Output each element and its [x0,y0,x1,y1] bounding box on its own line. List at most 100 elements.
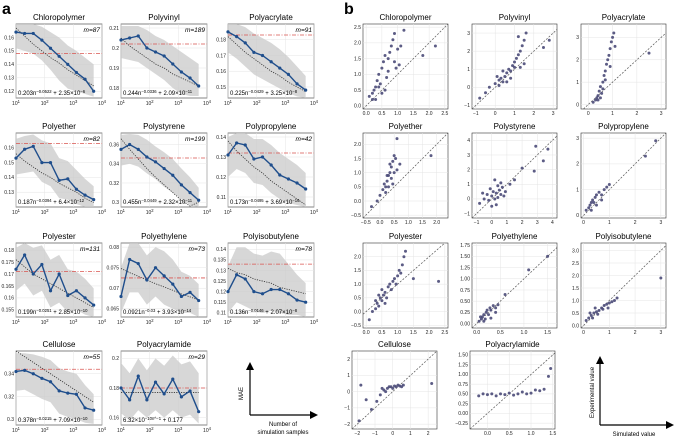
b-y-tick-label: 0 [347,389,350,395]
a-x-tick-label: 101 [117,208,126,217]
a-subplot-polyacrylamide: Polyacrylamide 0.16 0.18 0.2 101 102 103 104 m=2… [109,340,211,434]
b-scatter-point [383,88,387,92]
a-subplot-polypropylene: Polypropylene 0.11 0.12 0.13 0.14 101 102 103 10… [216,122,318,216]
a-mean-point [57,178,61,182]
b-x-tick-label: 3 [552,111,555,117]
b-scatter-point [381,293,385,297]
b-scatter-point [589,201,593,205]
b-scatter-point [596,94,600,98]
a-y-tick-label: 0.135 [213,258,226,264]
a-mean-point [119,386,123,390]
b-subplot-title: Polyvinyl [499,13,531,22]
b-y-tick-label: 2 [467,49,470,55]
b-scatter-point [507,391,511,395]
a-mean-point [119,38,123,42]
b-scatter-point [524,31,528,35]
a-x-tick-label: 101 [117,426,126,435]
b-scatter-point [382,182,386,186]
a-mean-point [74,289,79,293]
b-scatter-point [587,206,591,210]
a-mean-point [128,36,132,40]
a-mean-point [83,77,87,81]
b-y-tick-label: 2.5 [354,25,361,31]
a-mean-point [171,173,175,177]
b-scatter-point [596,312,600,316]
a-subplot-polyester: Polyester 0.155 0.16 0.165 0.17 0.175 0.18 101 1… [1,232,106,326]
b-scatter-point [384,191,388,194]
a-mean-line [15,253,95,306]
b-scatter-point [546,254,550,258]
b-subplot-title: Polypropylene [598,122,649,131]
b-x-tick-label: 1.0 [394,330,401,336]
b-scatter-point [487,313,491,317]
b-scatter-point [597,309,601,312]
b-identity-line [580,245,667,329]
a-mean-point [40,38,44,42]
b-y-tick-label: 2 [576,162,579,168]
b-subplot-title: Chloropolymer [379,13,431,22]
a-mean-point [153,160,158,164]
b-y-tick-label: 3 [576,35,579,41]
a-mean-point [31,372,35,376]
a-mean-point [136,374,140,378]
a-mean-line [227,142,307,190]
a-std-band [121,26,199,96]
a-mean-point [197,84,201,88]
a-mean-point [162,54,166,58]
a-mean-point [92,198,96,202]
a-x-tick-label: 104 [310,318,319,327]
b-scatter-point [538,389,542,393]
panel-b-label: b [344,1,354,18]
b-scatter-point [532,169,536,173]
b-plot-frame [362,242,449,329]
b-scatter-point [612,31,616,35]
a-mean-line [227,273,306,303]
b-scatter-point [534,144,538,148]
a-x-tick-label: 103 [69,318,78,327]
a-x-tick-label: 103 [281,318,290,327]
a-x-tick-label: 103 [174,99,183,108]
a-mean-point [14,156,18,160]
a-fit-curve [15,27,94,87]
a-y-tick-label: 0.125 [213,279,226,285]
b-scatter-point [402,28,406,32]
b-y-tick-label: 0.25 [458,401,468,407]
a-subplot-title: Polyacrylamide [137,340,192,349]
a-mean-point [162,392,166,396]
b-scatter-point [386,285,390,289]
a-y-tick-label: 0.14 [4,62,14,68]
a-y-tick-label: 0.32 [109,181,119,187]
b-scatter-point [477,319,481,323]
b-scatter-point [592,201,596,205]
a-mean-point [286,177,291,181]
a-fit-curve [227,268,306,295]
b-subplot-cellulose: Cellulose −2 −1 0 1 2 −2 −1 0 1 2 [344,340,438,437]
b-scatter-point [374,299,378,303]
b-scatter-point [385,296,389,300]
b-scatter-point [607,53,611,57]
b-x-tick-label: 0.5 [378,111,385,117]
b-scatter-point [490,204,494,208]
b-scatter-point [596,98,600,102]
a-subplot-chloropolymer: Chloropolymer 0.12 0.13 0.14 0.15 0.16 101 102 1… [4,13,106,107]
a-mean-point [128,142,132,147]
b-scatter-point [613,44,617,48]
b-y-tick-label: 0 [576,213,579,219]
a-sample-count: m=78 [296,246,313,253]
b-x-tick-label: 1 [608,330,611,336]
b-scatter-point [659,276,663,280]
a-x-tick-label: 103 [69,426,78,435]
a-x-tick-label: 102 [253,99,262,108]
b-scatter-point [395,168,399,172]
b-scatter-point [394,66,398,70]
b-y-tick-label: 3.0 [572,248,579,254]
a-subplot-polystyrene: Polystyrene 0.3 0.32 0.34 0.36 101 102 103 104 m=… [109,122,211,216]
b-scatter-point [377,85,381,89]
b-scatter-point [494,191,498,195]
b-scatter-point [394,282,398,286]
b-scatter-point [377,304,381,308]
a-mean-point [48,161,53,165]
b-x-tick-label: 1 [409,431,412,437]
b-scatter-point [499,181,503,185]
